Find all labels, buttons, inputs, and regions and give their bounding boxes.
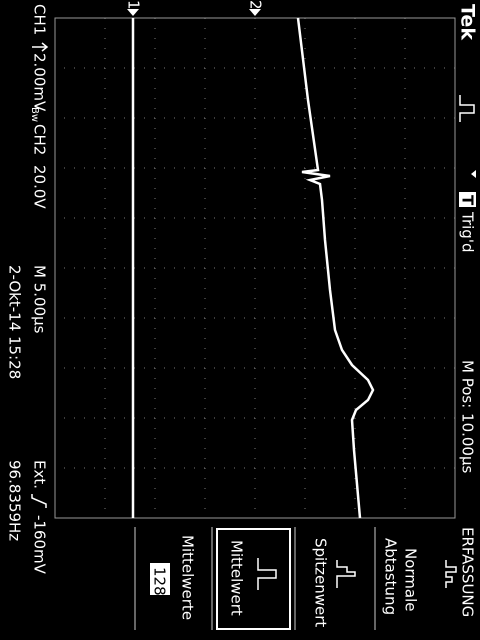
- ch2-marker: 2: [247, 0, 265, 10]
- peak-icon: [336, 560, 356, 588]
- menu-option[interactable]: Mittelwerte: [179, 535, 197, 620]
- ch1-arrow: [127, 9, 139, 16]
- ch1-label: CH1: [31, 4, 49, 35]
- ch1-marker: 1: [125, 0, 143, 10]
- menu-option[interactable]: Mittelwert: [228, 540, 246, 616]
- horizontal-position: M Pos: 10.00µs: [459, 360, 477, 474]
- brand: Tek: [457, 4, 479, 40]
- average-count[interactable]: 128: [151, 567, 169, 596]
- timebase: M 5.00µs: [31, 265, 49, 334]
- graticule-frame: [54, 17, 456, 519]
- ch1-scale: 2.00mV: [31, 53, 49, 112]
- average-icon: [257, 558, 277, 590]
- trigger-letter: T: [459, 195, 477, 206]
- ch2-trace: [296, 17, 375, 519]
- trigger-level: -160mV: [31, 515, 49, 575]
- trigger-box: [459, 192, 476, 207]
- menu-option: Normale: [402, 548, 420, 612]
- ch2-arrow: [249, 9, 261, 16]
- trigger-position-marker: [471, 170, 476, 178]
- date-time: 2-Okt-14 15:28: [6, 265, 24, 379]
- menu-selected-box[interactable]: [216, 528, 291, 630]
- frequency: 96.8359Hz: [6, 460, 24, 541]
- normal-icon: [445, 560, 457, 588]
- menu-option: Spitzenwert: [312, 538, 330, 627]
- coupling-icon: [32, 42, 49, 52]
- trigger-edge-icon: [459, 95, 475, 122]
- bandwidth-limit: Bw: [29, 107, 40, 122]
- graticule: [55, 18, 455, 518]
- menu-title: ERFASSUNG: [459, 527, 477, 617]
- ch2-scale: 20.0V: [31, 165, 49, 209]
- menu-option: Abtastung: [382, 538, 400, 615]
- ch2-label: CH2: [31, 124, 49, 155]
- average-count-box[interactable]: [150, 563, 170, 595]
- trigger-status: Trig'd: [459, 211, 477, 252]
- trigger-slope-icon: [31, 494, 47, 508]
- trigger-source: Ext.: [31, 460, 49, 489]
